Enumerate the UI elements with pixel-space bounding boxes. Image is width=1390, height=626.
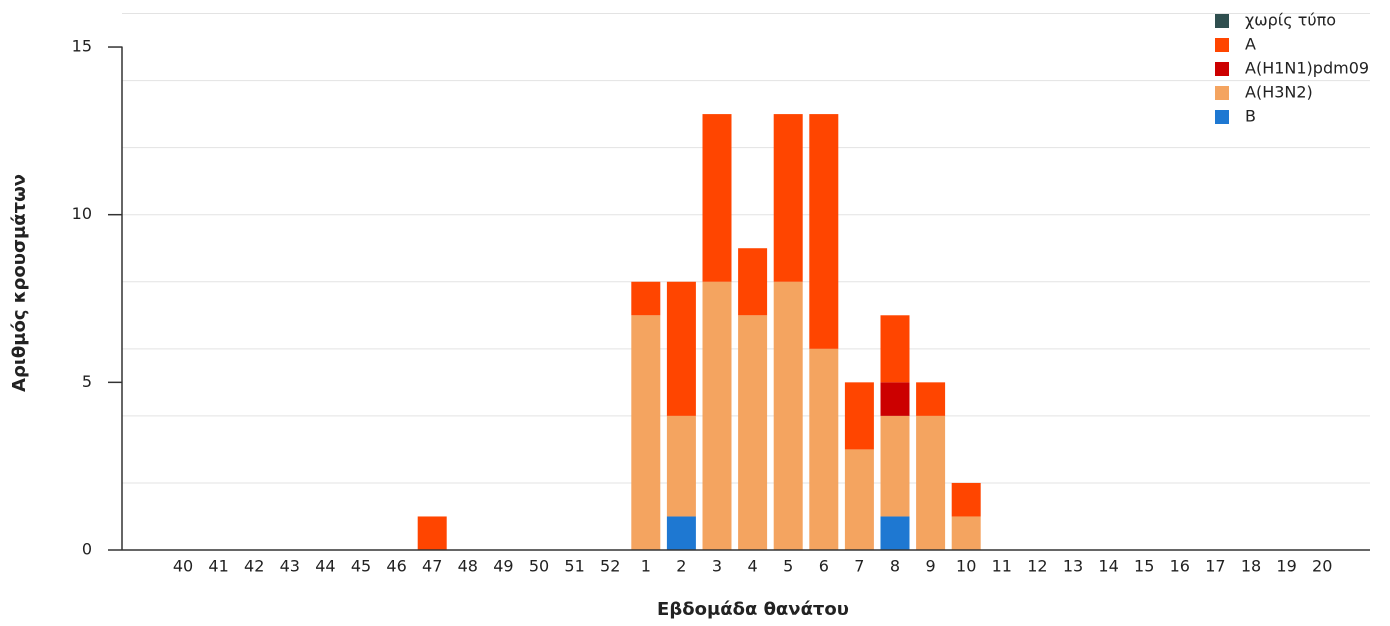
bar-segment (844, 382, 874, 450)
bar-segment (702, 114, 732, 282)
bar-segment (880, 315, 910, 383)
legend-label: A(H3N2) (1245, 83, 1313, 102)
bar-segment (773, 281, 803, 550)
x-tick-label: 1 (641, 557, 651, 576)
y-axis-title: Αριθμός κρουσμάτων (9, 174, 30, 392)
x-tick-label: 18 (1241, 557, 1261, 576)
legend-label: χωρίς τύπο (1245, 11, 1336, 30)
x-tick-label: 20 (1312, 557, 1332, 576)
x-tick-label: 44 (315, 557, 335, 576)
legend-swatch (1215, 62, 1229, 76)
bar-segment (880, 382, 910, 416)
x-tick-label: 17 (1205, 557, 1225, 576)
x-tick-label: 15 (1134, 557, 1154, 576)
x-tick-label: 5 (783, 557, 793, 576)
y-tick-label: 10 (72, 204, 92, 223)
legend-swatch (1215, 110, 1229, 124)
x-tick-label: 42 (244, 557, 264, 576)
bar-segment (880, 516, 910, 550)
x-tick-label: 46 (386, 557, 406, 576)
bar-segment (951, 482, 981, 517)
y-tick-label: 0 (82, 540, 92, 559)
bar-segment (631, 315, 661, 550)
x-tick-label: 40 (173, 557, 193, 576)
bar-segment (916, 415, 946, 550)
legend-label: A (1245, 35, 1256, 54)
x-tick-label: 48 (458, 557, 478, 576)
bar-segment (738, 248, 768, 316)
legend-label: B (1245, 107, 1256, 126)
x-tick-label: 50 (529, 557, 549, 576)
bar-segment (916, 382, 946, 416)
bar-segment (809, 114, 839, 349)
x-tick-label: 52 (600, 557, 620, 576)
legend-swatch (1215, 86, 1229, 100)
bar-segment (666, 516, 696, 550)
bar-segment (844, 449, 874, 550)
x-tick-label: 19 (1276, 557, 1296, 576)
x-tick-label: 45 (351, 557, 371, 576)
x-tick-label: 43 (280, 557, 300, 576)
x-axis-title: Εβδομάδα θανάτου (657, 599, 849, 620)
legend-swatch (1215, 14, 1229, 28)
x-tick-label: 13 (1063, 557, 1083, 576)
x-tick-label: 6 (819, 557, 829, 576)
bar-segment (951, 516, 981, 550)
bar-segment (738, 315, 768, 550)
bar-segment (631, 281, 661, 316)
y-tick-label: 15 (72, 37, 92, 56)
x-tick-label: 51 (564, 557, 584, 576)
x-tick-label: 3 (712, 557, 722, 576)
x-tick-label: 14 (1098, 557, 1118, 576)
x-tick-label: 47 (422, 557, 442, 576)
bar-segment (773, 114, 803, 282)
bar-segment (809, 348, 839, 550)
x-tick-label: 4 (748, 557, 758, 576)
x-tick-label: 16 (1170, 557, 1190, 576)
x-tick-label: 41 (208, 557, 228, 576)
bar-segment (702, 281, 732, 550)
bar-segment (666, 415, 696, 517)
bar-segment (880, 415, 910, 517)
x-tick-label: 7 (854, 557, 864, 576)
legend-label: A(H1N1)pdm09 (1245, 59, 1369, 78)
x-tick-label: 49 (493, 557, 513, 576)
x-tick-label: 10 (956, 557, 976, 576)
y-tick-label: 5 (82, 372, 92, 391)
bar-segment (666, 281, 696, 416)
x-tick-label: 8 (890, 557, 900, 576)
x-tick-label: 9 (926, 557, 936, 576)
x-tick-label: 12 (1027, 557, 1047, 576)
x-tick-label: 11 (992, 557, 1012, 576)
x-tick-label: 2 (676, 557, 686, 576)
bar-segment (417, 516, 447, 550)
legend-swatch (1215, 38, 1229, 52)
